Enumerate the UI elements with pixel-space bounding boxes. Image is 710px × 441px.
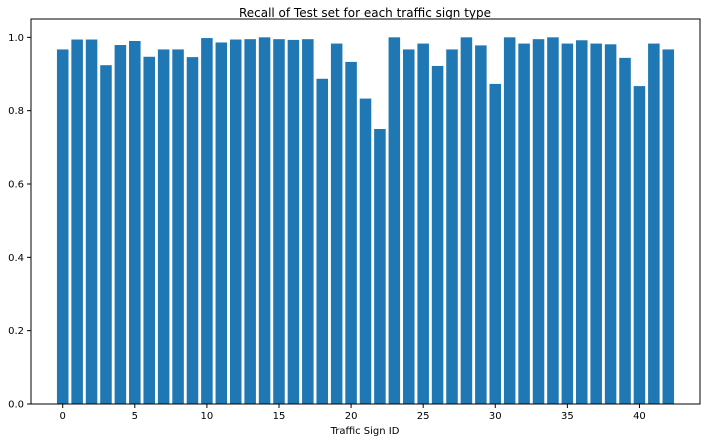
bar-18 <box>316 78 329 405</box>
bar-7 <box>157 49 170 405</box>
bar-12 <box>229 39 242 404</box>
bar-13 <box>244 39 256 405</box>
y-tick-label: 1.0 <box>8 33 24 44</box>
bar-27 <box>446 49 458 405</box>
plot-frame <box>30 18 701 405</box>
bar-1 <box>71 39 83 404</box>
bar-33 <box>532 39 545 405</box>
bar-10 <box>201 38 213 404</box>
bar-26 <box>431 65 444 405</box>
bar-8 <box>172 49 184 405</box>
bar-36 <box>576 40 588 405</box>
bar-39 <box>619 57 631 405</box>
bar-38 <box>604 44 617 405</box>
bar-21 <box>359 98 372 404</box>
x-tick-label: 40 <box>633 411 646 422</box>
chart-title: Recall of Test set for each traffic sign… <box>239 6 491 20</box>
bar-16 <box>287 39 300 405</box>
bar-25 <box>417 43 429 404</box>
bar-4 <box>114 45 127 404</box>
bar-37 <box>590 43 602 404</box>
y-tick-label: 0.2 <box>8 326 24 337</box>
bar-14 <box>258 37 271 404</box>
bar-22 <box>374 129 386 404</box>
bar-11 <box>215 42 228 404</box>
x-tick-label: 25 <box>417 411 430 422</box>
bar-15 <box>273 39 285 405</box>
bar-32 <box>518 43 530 404</box>
bar-29 <box>475 45 487 405</box>
x-tick-label: 30 <box>489 411 502 422</box>
bar-3 <box>100 65 112 404</box>
bar-23 <box>388 37 401 404</box>
y-tick-label: 0.0 <box>8 400 24 411</box>
x-tick-label: 0 <box>60 411 66 422</box>
y-tick-label: 0.6 <box>8 180 24 191</box>
x-tick-label: 15 <box>273 411 286 422</box>
x-axis-label: Traffic Sign ID <box>330 426 400 437</box>
bar-6 <box>143 56 155 405</box>
bar-17 <box>302 39 314 405</box>
bar-28 <box>460 37 473 404</box>
bars-group <box>56 37 675 405</box>
bar-30 <box>489 83 502 405</box>
y-axis: 0.0 0.2 0.4 0.6 0.8 1.0 <box>8 33 31 411</box>
bar-20 <box>345 61 357 405</box>
x-tick-label: 20 <box>345 411 358 422</box>
x-tick-label: 10 <box>201 411 214 422</box>
y-tick-label: 0.4 <box>8 253 24 264</box>
bar-24 <box>402 49 415 405</box>
bar-42 <box>662 49 675 405</box>
bar-35 <box>561 43 574 404</box>
y-tick-label: 0.8 <box>8 106 24 117</box>
bar-5 <box>129 41 141 404</box>
x-axis: 0 5 10 15 20 25 30 35 40 <box>60 404 646 422</box>
x-tick-label: 5 <box>132 411 138 422</box>
bar-0 <box>56 49 69 405</box>
x-tick-label: 35 <box>561 411 574 422</box>
bar-19 <box>330 43 343 404</box>
bar-41 <box>648 43 660 404</box>
bar-31 <box>503 37 516 404</box>
bar-9 <box>186 57 199 404</box>
bar-40 <box>633 86 646 404</box>
bar-2 <box>85 39 98 404</box>
bar-34 <box>547 37 559 404</box>
